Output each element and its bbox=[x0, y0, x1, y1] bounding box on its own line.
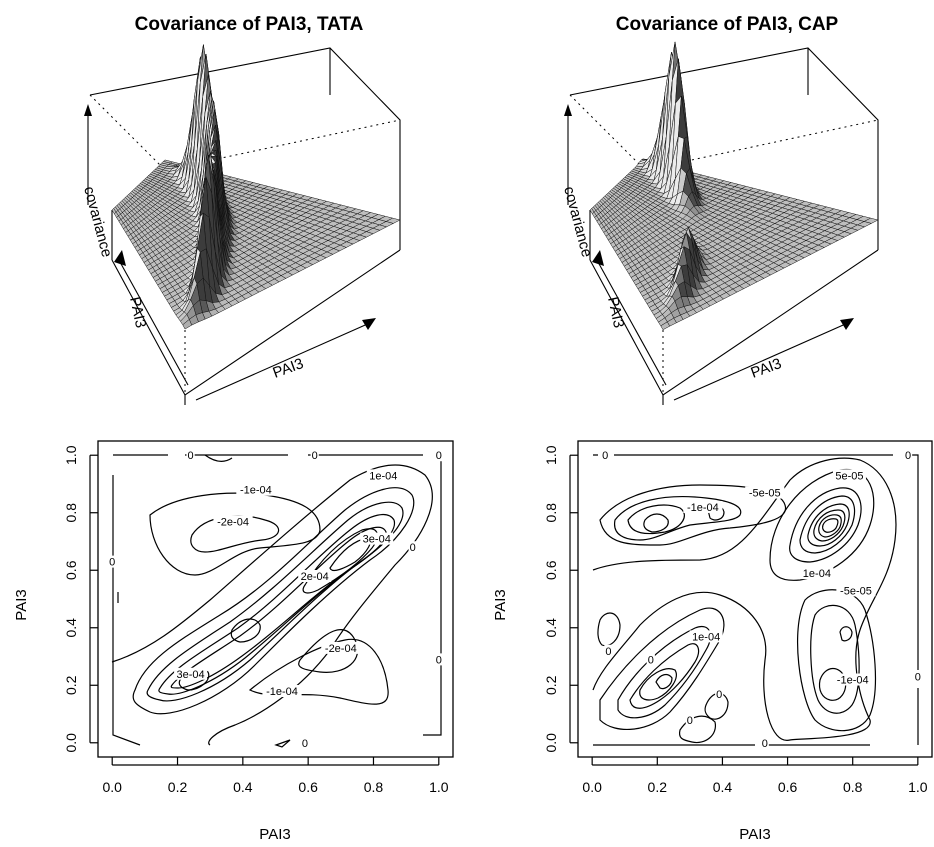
ylabel-left: PAI3 bbox=[13, 589, 30, 620]
contour-label: 0 bbox=[605, 646, 611, 658]
ylabel3d-right: PAI3 bbox=[604, 295, 627, 329]
y-tick-label: 1.0 bbox=[543, 445, 559, 465]
y-tick-label: 0.8 bbox=[543, 503, 559, 523]
x-tick-label: 0.6 bbox=[778, 779, 798, 795]
surface-mesh-cap bbox=[589, 41, 879, 331]
x-tick-label: 1.0 bbox=[908, 779, 928, 795]
x-tick-label: 0.4 bbox=[713, 779, 733, 795]
contour-label: -1e-04 bbox=[266, 686, 298, 698]
contour-label: 0 bbox=[109, 557, 115, 569]
y-tick-label: 0.0 bbox=[543, 733, 559, 753]
contour-label: -2e-04 bbox=[325, 643, 357, 655]
contour-label: 0 bbox=[302, 738, 308, 750]
plot-frame-right bbox=[577, 440, 933, 758]
y-tick-label: 0.2 bbox=[543, 675, 559, 695]
contour-label: 0 bbox=[188, 450, 194, 462]
contour-label: -5e-05 bbox=[840, 585, 872, 597]
x-axis-arrow-right bbox=[673, 318, 854, 401]
contour-label: -1e-04 bbox=[687, 502, 719, 514]
x-tick-label: 0.0 bbox=[102, 779, 122, 795]
y-tick-label: 0.8 bbox=[63, 503, 79, 523]
z-axis-arrow-right bbox=[564, 104, 572, 205]
contour-label: 3e-04 bbox=[363, 534, 391, 546]
y-axis-arrow bbox=[114, 250, 189, 386]
x-tick-label: 0.2 bbox=[648, 779, 668, 795]
x-tick-label: 0.6 bbox=[298, 779, 318, 795]
surface-facet bbox=[182, 318, 193, 330]
xlabel3d-right: PAI3 bbox=[749, 355, 784, 382]
contour-label: 1e-04 bbox=[803, 568, 831, 580]
x-tick-label: 0.2 bbox=[168, 779, 188, 795]
surface-facet bbox=[660, 321, 671, 331]
zlabel-left: covariance bbox=[80, 185, 115, 259]
contour-label: 1e-04 bbox=[369, 470, 397, 482]
y-tick-label: 0.4 bbox=[543, 618, 559, 638]
contour-label: 0 bbox=[687, 715, 693, 727]
contour-label: 0 bbox=[915, 672, 921, 684]
y-tick-label: 0.6 bbox=[543, 560, 559, 580]
contour-label: -2e-04 bbox=[217, 516, 249, 528]
contour-lines-tata bbox=[111, 454, 442, 748]
title-left: Covariance of PAI3, TATA bbox=[135, 14, 364, 35]
contour-label: 0 bbox=[312, 450, 318, 462]
y-tick-label: 0.0 bbox=[63, 733, 79, 753]
contour-label: 5e-05 bbox=[835, 470, 863, 482]
x-tick-label: 0.4 bbox=[233, 779, 253, 795]
contour-plot-cap: 0.0 0.2 0.4 0.6 0.8 1.0 0.0 0.2 0.4 0.6 0.8 1.0 PAI… bbox=[492, 440, 933, 843]
contour-label: 0 bbox=[648, 654, 654, 666]
x-tick-label: 0.0 bbox=[582, 779, 602, 795]
y-tick-label: 1.0 bbox=[63, 445, 79, 465]
contour-label: 1e-04 bbox=[692, 631, 720, 643]
y-axis-arrow-right bbox=[592, 250, 667, 386]
contour-label: -1e-04 bbox=[240, 485, 272, 497]
y-tick-label: 0.2 bbox=[63, 675, 79, 695]
contour-label: 0 bbox=[762, 738, 768, 750]
y-tick-label: 0.6 bbox=[63, 560, 79, 580]
x-tick-label: 0.8 bbox=[843, 779, 863, 795]
contour-label: -1e-04 bbox=[837, 675, 869, 687]
contour-label: 0 bbox=[436, 654, 442, 666]
contour-label: 0 bbox=[436, 450, 442, 462]
xlabel-left: PAI3 bbox=[259, 826, 290, 843]
contour-label: -5e-05 bbox=[749, 488, 781, 500]
ylabel3d-left: PAI3 bbox=[126, 295, 149, 329]
ylabel-right: PAI3 bbox=[492, 589, 509, 620]
contour-plot-tata: 0.0 0.2 0.4 0.6 0.8 1.0 0.0 0.2 0.4 0.6 0.8 1.0 PAI… bbox=[13, 440, 454, 843]
contour-label: 3e-04 bbox=[177, 669, 205, 681]
contour-label: 0 bbox=[716, 689, 722, 701]
x-tick-label: 0.8 bbox=[364, 779, 384, 795]
surface-plot-cap: covariance PAI3 PAI3 bbox=[560, 41, 879, 405]
contour-label: 0 bbox=[410, 542, 416, 554]
contour-label: 2e-04 bbox=[301, 571, 329, 583]
z-axis-arrow bbox=[84, 104, 92, 205]
xlabel-right: PAI3 bbox=[739, 826, 770, 843]
x-axis-arrow bbox=[195, 318, 376, 401]
surface-plot-tata: covariance PAI3 PAI3 bbox=[80, 44, 401, 405]
x-tick-label: 1.0 bbox=[429, 779, 449, 795]
title-right: Covariance of PAI3, CAP bbox=[616, 14, 839, 35]
plot-frame bbox=[97, 440, 454, 758]
contour-lines-cap bbox=[592, 454, 919, 746]
contour-label: 0 bbox=[905, 450, 911, 462]
y-tick-label: 0.4 bbox=[63, 618, 79, 638]
contour-label: 0 bbox=[602, 450, 608, 462]
xlabel3d-left: PAI3 bbox=[271, 355, 306, 382]
surface-mesh-tata bbox=[111, 44, 401, 330]
